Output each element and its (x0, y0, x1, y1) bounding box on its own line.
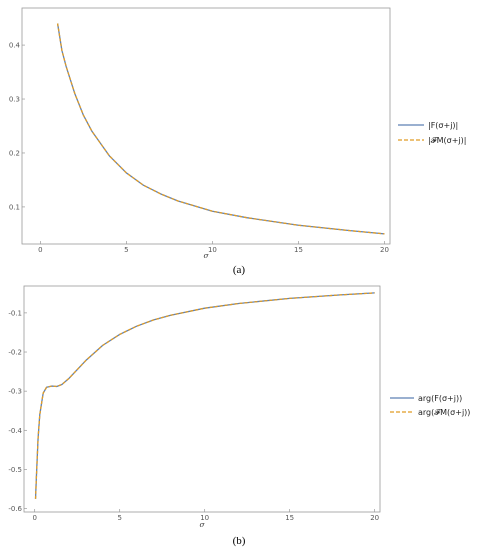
x-tick-label-a-0: 0 (38, 246, 42, 254)
caption-b: (b) (233, 535, 246, 547)
plot-frame-b (23, 285, 381, 513)
series-line-a-0 (56, 23, 385, 235)
x-tick-label-a-1: 5 (124, 246, 128, 254)
series-line-b-1 (34, 292, 375, 499)
y-tick-label-b-0: -0.6 (8, 505, 22, 513)
x-tick-label-a-3: 15 (294, 246, 303, 254)
legend-label-b-1: arg(𝓕M(σ+j)) (418, 408, 470, 417)
y-tick-label-b-2: -0.4 (8, 427, 22, 435)
plot-frame-a (21, 7, 391, 245)
y-tick-label-b-4: -0.2 (8, 349, 22, 357)
y-tick-label-b-1: -0.5 (8, 466, 22, 474)
legend-label-a-1: |𝓕M(σ+j)| (428, 136, 466, 145)
axis-ticks-b: 0 5 10 15 20 -0.6 -0.5 -0.4 -0.3 -0.2 -0.1 (8, 309, 379, 522)
x-tick-label-a-4: 20 (380, 246, 389, 254)
x-tick-label-b-4: 20 (370, 514, 379, 522)
legend-b: arg(F(σ+j)) arg(𝓕M(σ+j)) (390, 394, 470, 417)
y-tick-label-a-0: 0.1 (9, 203, 20, 211)
y-tick-label-a-3: 0.4 (9, 42, 21, 50)
x-tick-label-b-0: 0 (32, 514, 36, 522)
x-tick-label-b-1: 5 (117, 514, 121, 522)
series-lines-a (56, 23, 385, 235)
axis-ticks-a: 0 5 10 15 20 0.1 0.2 0.3 0.4 (9, 42, 389, 254)
panel-a: 0 5 10 15 20 0.1 0.2 0.3 0.4 σ (a) |F(σ+j)| |𝓕M(… (9, 7, 466, 276)
x-axis-label-a: σ (203, 251, 209, 260)
y-tick-label-b-3: -0.3 (8, 388, 22, 396)
y-tick-label-b-5: -0.1 (8, 309, 22, 317)
x-axis-label-b: σ (199, 520, 205, 529)
panel-b: 0 5 10 15 20 -0.6 -0.5 -0.4 -0.3 -0.2 -0.1 σ (b) a… (8, 285, 470, 547)
x-tick-label-b-3: 15 (285, 514, 294, 522)
y-tick-label-a-2: 0.3 (9, 96, 20, 104)
legend-label-b-0: arg(F(σ+j)) (418, 394, 462, 403)
x-tick-label-b-2: 10 (200, 514, 209, 522)
x-tick-label-a-2: 10 (208, 246, 217, 254)
caption-a: (a) (233, 264, 246, 276)
legend-a: |F(σ+j)| |𝓕M(σ+j)| (398, 121, 466, 145)
y-tick-label-a-1: 0.2 (9, 149, 20, 157)
legend-label-a-0: |F(σ+j)| (428, 121, 458, 130)
series-lines-b (34, 292, 375, 499)
